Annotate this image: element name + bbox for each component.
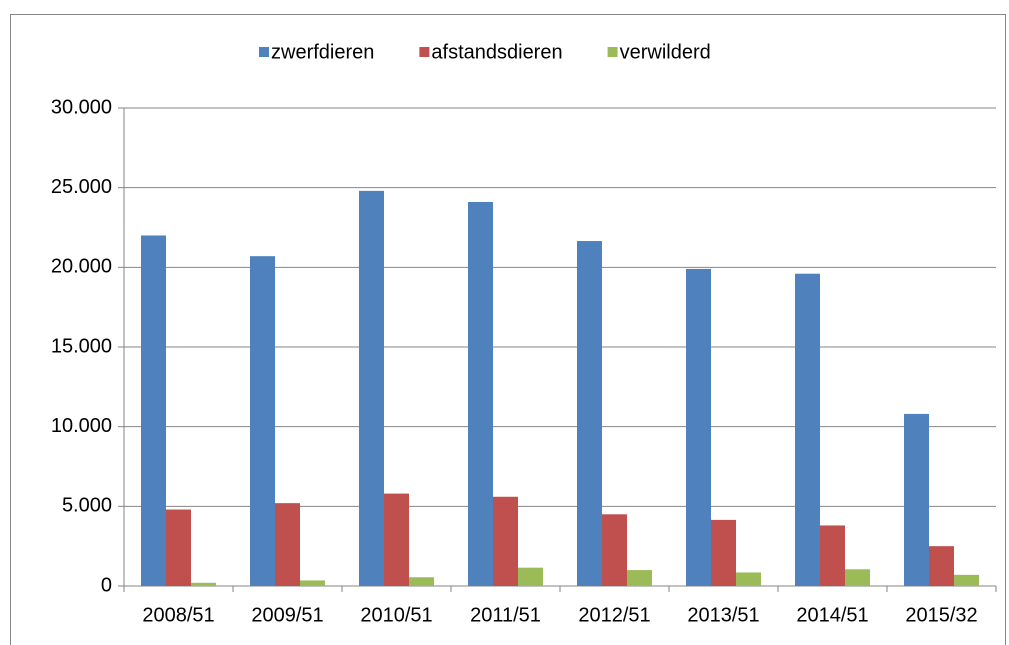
bar (359, 190, 384, 586)
legend-label: zwerfdieren (271, 41, 374, 63)
bar (493, 496, 518, 586)
y-tick-label: 15.000 (51, 335, 112, 357)
bar (468, 202, 493, 587)
bar (166, 509, 191, 586)
bar (250, 256, 275, 586)
x-tick-label: 2013/51 (687, 604, 759, 626)
y-tick-label: 25.000 (51, 176, 112, 198)
bar (820, 525, 845, 586)
x-tick-label: 2015/32 (905, 604, 977, 626)
legend-label: afstandsdieren (431, 41, 562, 63)
legend-swatch (419, 47, 430, 57)
bar (141, 235, 166, 586)
bar (191, 582, 216, 586)
bar (711, 519, 736, 586)
bar (602, 514, 627, 586)
y-tick-label: 20.000 (51, 256, 112, 278)
bar (518, 567, 543, 586)
x-tick-label: 2010/51 (360, 604, 432, 626)
legend-swatch (607, 47, 618, 57)
y-tick-label: 0 (101, 574, 112, 596)
bar (275, 503, 300, 586)
x-tick-label: 2008/51 (142, 604, 214, 626)
bar (929, 546, 954, 586)
bar (736, 572, 761, 586)
bar (384, 493, 409, 586)
bar (904, 413, 929, 586)
bar (300, 580, 325, 586)
y-tick-label: 10.000 (51, 415, 112, 437)
bar (577, 241, 602, 586)
legend-label: verwilderd (620, 41, 711, 63)
bar (686, 268, 711, 586)
y-tick-label: 30.000 (51, 96, 112, 118)
bar (845, 569, 870, 586)
bar (409, 577, 434, 586)
x-tick-label: 2009/51 (251, 604, 323, 626)
y-tick-label: 5.000 (62, 495, 112, 517)
x-tick-label: 2012/51 (578, 604, 650, 626)
bar (954, 574, 979, 586)
x-tick-label: 2011/51 (470, 604, 541, 626)
x-tick-label: 2014/51 (796, 604, 868, 626)
legend-swatch (259, 47, 269, 57)
bar (627, 570, 652, 586)
bar (795, 273, 820, 586)
